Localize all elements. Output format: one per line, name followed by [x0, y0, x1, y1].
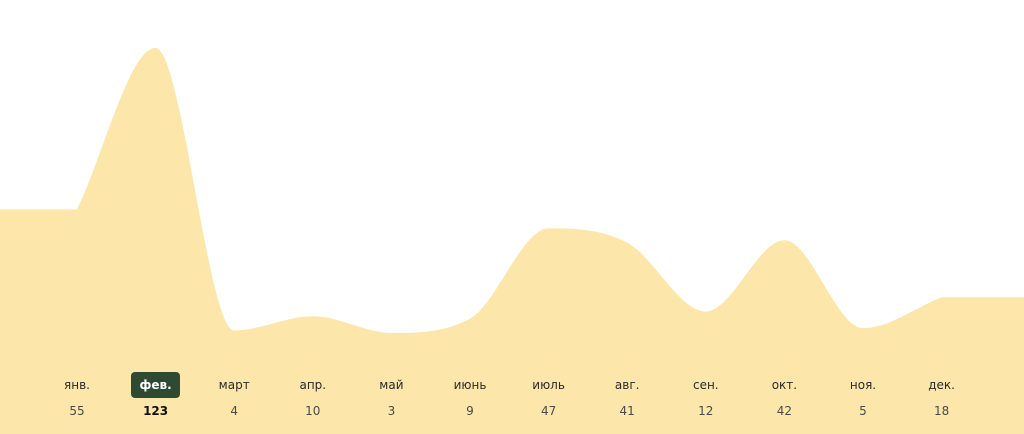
month-column[interactable]: авг. 41: [587, 372, 667, 418]
month-tick-label: сен.: [692, 378, 719, 392]
month-column[interactable]: фев. 123: [116, 372, 196, 418]
month-value-label: 18: [933, 404, 950, 418]
area-series: [0, 48, 1024, 434]
month-tick-label: авг.: [614, 378, 640, 392]
month-tick-label: апр.: [299, 378, 327, 392]
month-column[interactable]: июль 47: [509, 372, 589, 418]
month-column[interactable]: июнь 9: [430, 372, 510, 418]
month-value-label: 41: [619, 404, 635, 418]
month-value-label: 10: [305, 404, 321, 418]
month-tick-label: июнь: [453, 378, 487, 392]
month-column[interactable]: апр. 10: [273, 372, 353, 418]
month-tick-label: янв.: [64, 378, 90, 392]
month-column[interactable]: ноя. 5: [823, 372, 903, 418]
month-column[interactable]: окт. 42: [744, 372, 824, 418]
month-column[interactable]: янв. 55: [37, 372, 117, 418]
month-tick-label: фев.: [131, 372, 180, 398]
month-value-label: 3: [387, 404, 396, 418]
month-value-label: 123: [143, 404, 169, 418]
month-value-label: 42: [776, 404, 793, 418]
month-column[interactable]: март 4: [194, 372, 274, 418]
month-value-label: 12: [698, 404, 714, 418]
month-column[interactable]: сен. 12: [666, 372, 746, 418]
month-tick-label: окт.: [771, 378, 798, 392]
month-tick-label: май: [379, 378, 404, 392]
month-tick-label: июль: [532, 378, 565, 392]
month-tick-label: март: [218, 378, 250, 392]
month-tick-label: ноя.: [849, 378, 877, 392]
month-value-label: 4: [230, 404, 238, 418]
month-column[interactable]: май 3: [351, 372, 431, 418]
month-value-label: 47: [540, 404, 557, 418]
month-tick-label: дек.: [928, 378, 955, 392]
month-value-label: 55: [69, 404, 85, 418]
month-value-label: 9: [466, 404, 474, 418]
month-column[interactable]: дек. 18: [902, 372, 982, 418]
month-value-label: 5: [859, 404, 867, 418]
